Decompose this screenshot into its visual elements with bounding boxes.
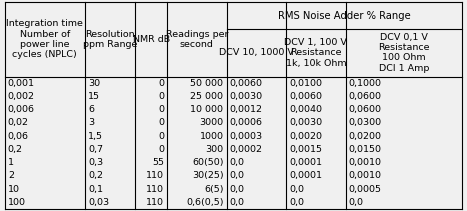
- Text: 0,1000: 0,1000: [349, 79, 382, 88]
- Text: 15: 15: [88, 92, 100, 101]
- Text: 0,0100: 0,0100: [290, 79, 322, 88]
- Text: 0,0040: 0,0040: [290, 105, 322, 114]
- Text: 10 000: 10 000: [191, 105, 223, 114]
- Text: Integration time
Number of
power line
cycles (NPLC): Integration time Number of power line cy…: [6, 19, 83, 60]
- Text: 6(5): 6(5): [204, 185, 223, 193]
- Text: 0,0015: 0,0015: [290, 145, 322, 154]
- Text: Resolution
ppm Range: Resolution ppm Range: [83, 30, 137, 49]
- Text: 0,0010: 0,0010: [349, 171, 382, 180]
- Text: DCV 1, 100 V
Resistance
1k, 10k Ohm: DCV 1, 100 V Resistance 1k, 10k Ohm: [284, 38, 347, 68]
- Text: 0,03: 0,03: [88, 198, 109, 207]
- Text: 3000: 3000: [199, 118, 223, 127]
- Text: 0,0: 0,0: [290, 198, 304, 207]
- Text: 0,0001: 0,0001: [290, 158, 322, 167]
- Text: 0: 0: [158, 79, 164, 88]
- Text: 0,0010: 0,0010: [349, 158, 382, 167]
- Text: 0: 0: [158, 92, 164, 101]
- Text: 1000: 1000: [199, 132, 223, 141]
- Text: 50 000: 50 000: [191, 79, 223, 88]
- Text: 0,0: 0,0: [230, 198, 245, 207]
- Text: 0,0600: 0,0600: [349, 92, 382, 101]
- Text: 0,0600: 0,0600: [349, 105, 382, 114]
- Text: 0,6(0,5): 0,6(0,5): [186, 198, 223, 207]
- Text: 0,001: 0,001: [8, 79, 35, 88]
- Text: 0,006: 0,006: [8, 105, 35, 114]
- Text: 0,0: 0,0: [230, 158, 245, 167]
- Text: 0,0003: 0,0003: [230, 132, 263, 141]
- Text: 0,1: 0,1: [88, 185, 103, 193]
- Text: 0,0001: 0,0001: [290, 171, 322, 180]
- Text: 30(25): 30(25): [192, 171, 223, 180]
- Text: 0,0060: 0,0060: [290, 92, 322, 101]
- Text: 110: 110: [146, 171, 164, 180]
- Text: 0,002: 0,002: [8, 92, 35, 101]
- Text: 1,5: 1,5: [88, 132, 103, 141]
- Text: 0,0: 0,0: [230, 185, 245, 193]
- Text: 0: 0: [158, 105, 164, 114]
- Text: 0,0: 0,0: [290, 185, 304, 193]
- Text: 0,0030: 0,0030: [230, 92, 263, 101]
- Text: 0,0060: 0,0060: [230, 79, 263, 88]
- Text: 10: 10: [8, 185, 20, 193]
- Text: 0,0300: 0,0300: [349, 118, 382, 127]
- Text: Readings per
second: Readings per second: [166, 30, 228, 49]
- Text: 0,02: 0,02: [8, 118, 29, 127]
- Text: RMS Noise Adder % Range: RMS Noise Adder % Range: [278, 11, 411, 20]
- Text: 0: 0: [158, 145, 164, 154]
- Text: 6: 6: [88, 105, 94, 114]
- Text: 0,7: 0,7: [88, 145, 103, 154]
- Text: 60(50): 60(50): [192, 158, 223, 167]
- Text: 0,0012: 0,0012: [230, 105, 263, 114]
- Text: 3: 3: [88, 118, 94, 127]
- Text: 0: 0: [158, 118, 164, 127]
- Text: 0,0005: 0,0005: [349, 185, 382, 193]
- Text: 30: 30: [88, 79, 100, 88]
- Text: 0,0002: 0,0002: [230, 145, 263, 154]
- Text: 0,0150: 0,0150: [349, 145, 382, 154]
- Text: 0,0200: 0,0200: [349, 132, 382, 141]
- Text: 0,3: 0,3: [88, 158, 103, 167]
- Text: 0,0: 0,0: [230, 171, 245, 180]
- Text: 100: 100: [8, 198, 26, 207]
- Text: 300: 300: [205, 145, 223, 154]
- Text: 0: 0: [158, 132, 164, 141]
- Text: DCV 10, 1000 V: DCV 10, 1000 V: [219, 48, 294, 57]
- Text: 0,0006: 0,0006: [230, 118, 263, 127]
- Text: 25 000: 25 000: [191, 92, 223, 101]
- Text: 110: 110: [146, 185, 164, 193]
- Text: 0,0020: 0,0020: [290, 132, 322, 141]
- Text: 110: 110: [146, 198, 164, 207]
- Text: 2: 2: [8, 171, 14, 180]
- Text: 0,2: 0,2: [88, 171, 103, 180]
- Text: DCV 0,1 V
Resistance
100 Ohm
DCI 1 Amp: DCV 0,1 V Resistance 100 Ohm DCI 1 Amp: [378, 33, 430, 73]
- Text: 0,2: 0,2: [8, 145, 23, 154]
- Text: 0,0030: 0,0030: [290, 118, 322, 127]
- Text: 55: 55: [152, 158, 164, 167]
- Text: 0,06: 0,06: [8, 132, 29, 141]
- Text: 1: 1: [8, 158, 14, 167]
- Text: 0,0: 0,0: [349, 198, 364, 207]
- Text: NMR dB: NMR dB: [133, 35, 170, 44]
